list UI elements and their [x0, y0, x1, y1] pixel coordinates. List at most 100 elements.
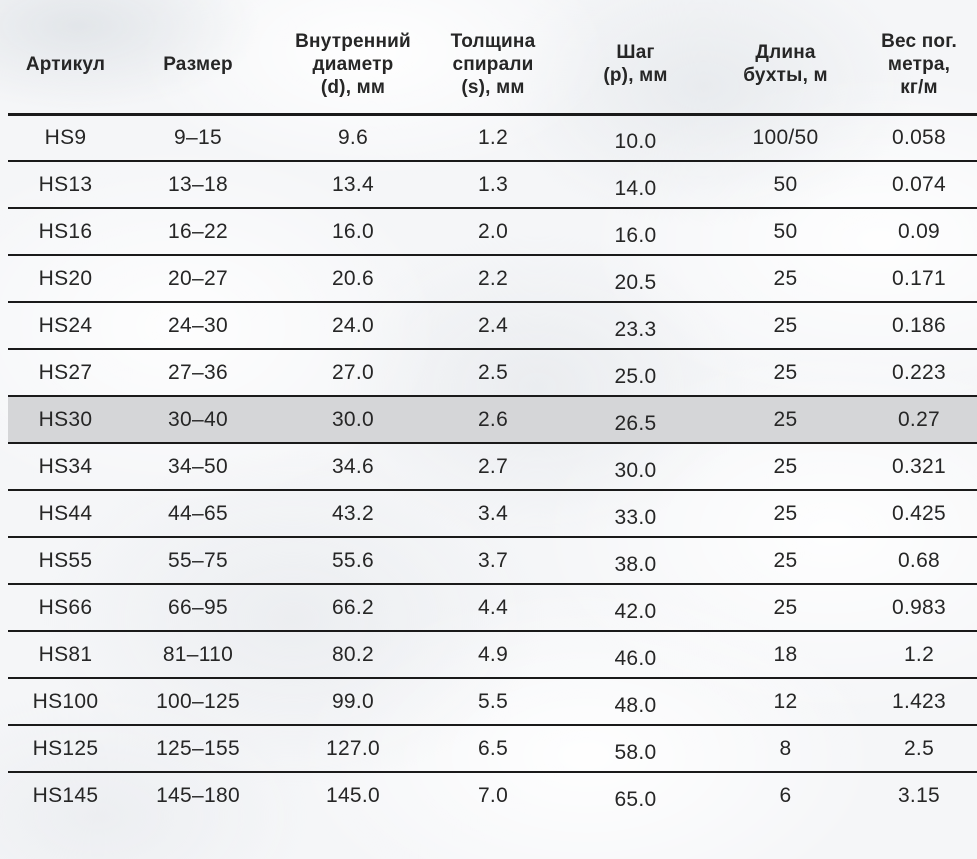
table-cell-weight: 2.5	[853, 725, 977, 773]
table-cell-article: HS30	[8, 396, 123, 444]
table-cell-coil_length: 50	[718, 161, 853, 209]
table-cell-size: 66–95	[123, 584, 273, 632]
table-cell-spiral_thickness: 4.9	[433, 631, 553, 679]
table-cell-coil_length: 50	[718, 208, 853, 256]
cell-value: 25.0	[614, 364, 657, 388]
table-row: HS125 125–155 127.0 6.5 58.0 8 2.5	[8, 725, 977, 773]
cell-value: 65.0	[614, 788, 657, 811]
table-cell-pitch: 65.0	[553, 772, 718, 819]
cell-value: 6.5	[477, 736, 509, 760]
table-cell-size: 55–75	[123, 537, 273, 585]
table-cell-spiral_thickness: 1.2	[433, 114, 553, 162]
cell-value: 7.0	[477, 784, 509, 807]
table-cell-pitch: 42.0	[553, 584, 718, 632]
cell-value: 24–30	[168, 313, 228, 337]
cell-value: HS9	[44, 125, 87, 149]
table-cell-article: HS16	[8, 208, 123, 256]
cell-value: 44–65	[168, 501, 228, 525]
table-cell-article: HS55	[8, 537, 123, 585]
table-cell-article: HS13	[8, 161, 123, 209]
cell-value: 24.0	[331, 313, 375, 337]
table-cell-inner_diameter: 9.6	[273, 114, 433, 162]
table-cell-article: HS145	[8, 772, 123, 819]
cell-value: 58.0	[614, 740, 657, 764]
column-header-coil_length: Длина бухты, м	[718, 18, 853, 116]
cell-value: 5.5	[477, 689, 509, 713]
cell-value: 25	[773, 595, 798, 619]
cell-value: 16.0	[614, 223, 657, 247]
table-cell-weight: 1.2	[853, 631, 977, 679]
table-row: HS20 20–27 20.6 2.2 20.5 25 0.171	[8, 255, 977, 303]
table-cell-size: 16–22	[123, 208, 273, 256]
table-cell-inner_diameter: 43.2	[273, 490, 433, 538]
table-row: HS44 44–65 43.2 3.4 33.0 25 0.425	[8, 490, 977, 538]
cell-value: 30.0	[614, 458, 657, 482]
table-cell-coil_length: 25	[718, 584, 853, 632]
cell-value: HS100	[32, 689, 99, 713]
table-cell-pitch: 30.0	[553, 443, 718, 491]
table-cell-coil_length: 25	[718, 537, 853, 585]
table-cell-weight: 0.983	[853, 584, 977, 632]
table-cell-size: 30–40	[123, 396, 273, 444]
cell-value: HS27	[38, 360, 93, 384]
column-header-article: Артикул	[8, 18, 123, 116]
table-row: HS145 145–180 145.0 7.0 65.0 6 3.15	[8, 772, 977, 819]
table-cell-weight: 0.223	[853, 349, 977, 397]
cell-value: 8	[779, 736, 792, 760]
cell-value: 127.0	[325, 736, 381, 760]
cell-value: HS30	[38, 407, 93, 431]
table-cell-pitch: 20.5	[553, 255, 718, 303]
table-cell-spiral_thickness: 4.4	[433, 584, 553, 632]
table-cell-pitch: 14.0	[553, 161, 718, 209]
column-header-inner_diameter: Внутренний диаметр (d), мм	[273, 18, 433, 116]
table-cell-pitch: 10.0	[553, 114, 718, 162]
cell-value: 0.321	[891, 454, 947, 478]
cell-value: HS13	[38, 172, 93, 196]
table-cell-weight: 0.186	[853, 302, 977, 350]
table-cell-article: HS27	[8, 349, 123, 397]
table-cell-coil_length: 25	[718, 255, 853, 303]
table-row: HS66 66–95 66.2 4.4 42.0 25 0.983	[8, 584, 977, 632]
table-row: HS30 30–40 30.0 2.6 26.5 25 0.27	[8, 396, 977, 444]
cell-value: 43.2	[331, 501, 375, 525]
table-row: HS27 27–36 27.0 2.5 25.0 25 0.223	[8, 349, 977, 397]
cell-value: 9.6	[337, 125, 369, 149]
table-cell-pitch: 46.0	[553, 631, 718, 679]
table-row: HS9 9–15 9.6 1.2 10.0 100/50 0.058	[8, 114, 977, 162]
cell-value: 25	[773, 407, 798, 431]
cell-value: 46.0	[614, 646, 657, 670]
table-body: HS9 9–15 9.6 1.2 10.0 100/50 0.058 HS13 13–18 13.…	[8, 114, 977, 819]
cell-value: 1.2	[477, 125, 509, 149]
table-cell-pitch: 33.0	[553, 490, 718, 538]
table-row: HS100 100–125 99.0 5.5 48.0 12 1.423	[8, 678, 977, 726]
table-cell-size: 13–18	[123, 161, 273, 209]
table-header: Артикул Размер Внутренний диаметр (d), мм Т…	[8, 18, 977, 116]
table-cell-inner_diameter: 20.6	[273, 255, 433, 303]
cell-value: HS55	[38, 548, 93, 572]
cell-value: 145.0	[325, 784, 381, 807]
cell-value: 81–110	[162, 642, 234, 666]
cell-value: 25	[773, 454, 798, 478]
cell-value: 66.2	[331, 595, 375, 619]
cell-value: 2.0	[477, 219, 509, 243]
table-cell-inner_diameter: 30.0	[273, 396, 433, 444]
cell-value: 80.2	[331, 642, 375, 666]
table-cell-spiral_thickness: 3.7	[433, 537, 553, 585]
cell-value: 6	[779, 784, 792, 807]
cell-value: 0.186	[891, 313, 947, 337]
cell-value: 3.15	[897, 784, 941, 807]
cell-value: 0.223	[891, 360, 947, 384]
table-cell-coil_length: 25	[718, 302, 853, 350]
table-cell-size: 100–125	[123, 678, 273, 726]
table-cell-size: 24–30	[123, 302, 273, 350]
table-cell-coil_length: 25	[718, 396, 853, 444]
table-cell-inner_diameter: 34.6	[273, 443, 433, 491]
cell-value: 0.27	[897, 407, 941, 431]
table-cell-article: HS81	[8, 631, 123, 679]
table-cell-size: 34–50	[123, 443, 273, 491]
table-cell-coil_length: 12	[718, 678, 853, 726]
table-row: HS81 81–110 80.2 4.9 46.0 18 1.2	[8, 631, 977, 679]
table-cell-weight: 0.074	[853, 161, 977, 209]
cell-value: 16.0	[331, 219, 375, 243]
